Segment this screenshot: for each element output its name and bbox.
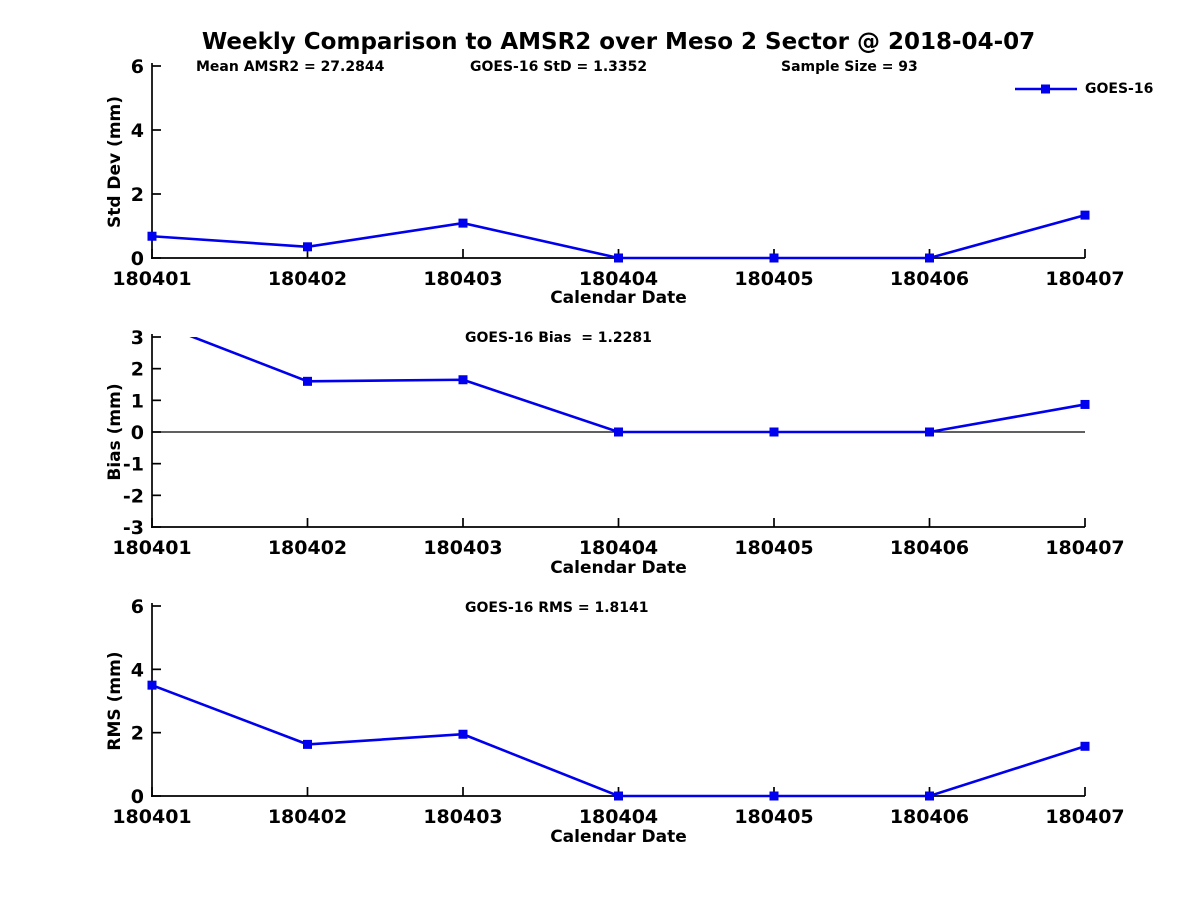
y-tick-label: 1 [131, 390, 144, 412]
data-point-marker [458, 375, 468, 385]
x-tick-label: 180406 [890, 806, 969, 828]
data-point-marker [303, 739, 312, 749]
legend-line-marker-icon [1015, 84, 1077, 94]
stat-goes16-bias: GOES-16 Bias = 1.2281 [465, 330, 652, 346]
data-point-marker [925, 427, 934, 437]
stat-sample-size: Sample Size = 93 [781, 59, 918, 75]
x-tick-label: 180406 [890, 537, 969, 559]
x-axis-title-2: Calendar Date [550, 558, 687, 578]
x-tick-label: 180406 [890, 268, 969, 290]
data-point-marker [303, 242, 312, 252]
data-point-marker [769, 427, 779, 437]
x-tick-label: 180405 [734, 268, 813, 290]
data-point-marker [925, 253, 934, 263]
x-tick-label: 180403 [423, 806, 502, 828]
x-tick-label: 180402 [268, 537, 347, 559]
x-tick-label: 180404 [579, 268, 658, 290]
y-tick-label: 3 [131, 327, 144, 349]
data-point-marker [614, 253, 623, 263]
y-tick-label: -2 [123, 485, 144, 507]
data-point-marker [614, 791, 623, 801]
x-tick-label: 180403 [423, 268, 502, 290]
y-tick-label: -3 [123, 517, 144, 539]
y-tick-label: 4 [131, 659, 144, 681]
x-tick-label: 180403 [423, 537, 502, 559]
data-point-marker [458, 729, 468, 739]
y-tick-label: 2 [131, 723, 144, 745]
data-point-marker [147, 680, 157, 690]
y-tick-label: 6 [131, 56, 144, 78]
x-axis-title-3: Calendar Date [550, 827, 687, 847]
y-tick-label: 4 [131, 120, 144, 142]
data-point-marker [303, 376, 312, 386]
y-tick-label: 0 [131, 786, 144, 808]
data-point-marker [769, 791, 779, 801]
x-tick-label: 180401 [112, 806, 191, 828]
data-line [151, 683, 1086, 798]
y-axis-title-rms: RMS (mm) [105, 651, 125, 751]
x-tick-label: 180402 [268, 268, 347, 290]
y-tick-label: 0 [131, 422, 144, 444]
x-tick-label: 180407 [1045, 268, 1124, 290]
x-tick-label: 180401 [112, 537, 191, 559]
data-point-marker [147, 231, 157, 241]
y-tick-label: 2 [131, 184, 144, 206]
x-tick-label: 180405 [734, 806, 813, 828]
data-point-marker [1080, 399, 1090, 409]
x-tick-label: 180401 [112, 268, 191, 290]
stat-goes16-rms: GOES-16 RMS = 1.8141 [465, 600, 649, 616]
x-tick-label: 180404 [579, 806, 658, 828]
stat-goes16-std: GOES-16 StD = 1.3352 [470, 59, 648, 75]
data-point-marker [458, 218, 468, 228]
y-axis-title-std-dev: Std Dev (mm) [105, 95, 125, 229]
y-tick-label: 0 [131, 248, 144, 270]
data-point-marker [1080, 741, 1090, 751]
data-point-marker [614, 427, 623, 437]
x-tick-label: 180402 [268, 806, 347, 828]
legend: GOES-16 [1013, 81, 1153, 97]
x-axis-title-1: Calendar Date [550, 288, 687, 308]
stat-mean-amsr2: Mean AMSR2 = 27.2844 [196, 59, 385, 75]
x-tick-label: 180407 [1045, 806, 1124, 828]
y-tick-label: 6 [131, 596, 144, 618]
figure-title: Weekly Comparison to AMSR2 over Meso 2 S… [201, 29, 1036, 55]
x-tick-label: 180405 [734, 537, 813, 559]
x-tick-label: 180404 [579, 537, 658, 559]
data-point-marker [925, 791, 934, 801]
y-tick-label: -1 [123, 454, 144, 476]
data-point-marker [769, 253, 779, 263]
data-point-marker [1080, 210, 1090, 220]
y-axis-title-bias: Bias (mm) [105, 383, 125, 481]
legend-label: GOES-16 [1085, 81, 1154, 97]
y-tick-label: 2 [131, 359, 144, 381]
x-tick-label: 180407 [1045, 537, 1124, 559]
